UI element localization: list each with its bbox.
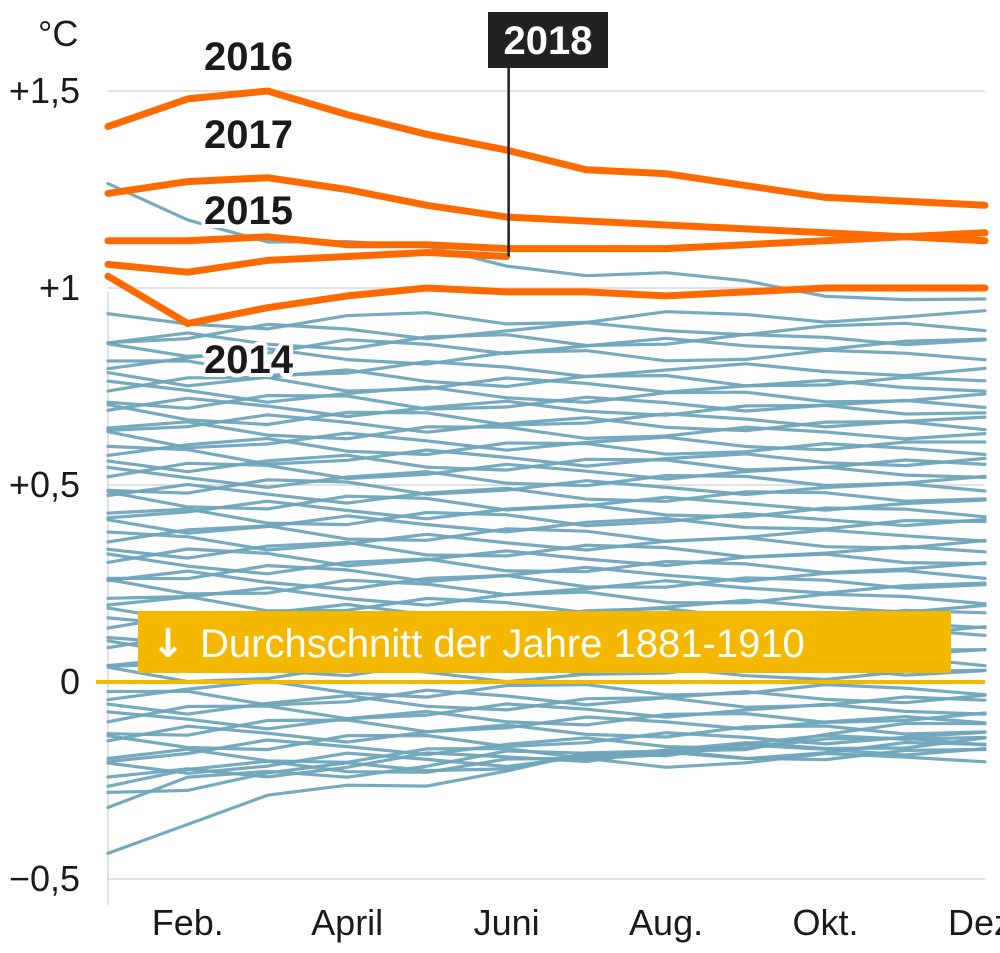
background-year-line — [106, 379, 987, 404]
background-year-line — [106, 736, 987, 764]
background-year-line — [106, 688, 987, 707]
background-year-line — [106, 721, 987, 855]
background-year-line — [106, 723, 987, 744]
background-year-line — [106, 478, 987, 497]
background-year-line — [106, 413, 987, 434]
down-arrow-icon: ↓ — [151, 621, 185, 667]
background-year-line — [106, 420, 987, 441]
year-labels: 2016 2017 2015 2018 2014 — [200, 12, 608, 386]
year-label-2015: 2015 — [204, 189, 293, 233]
background-year-line — [106, 540, 987, 560]
background-year-line — [106, 461, 987, 481]
background-year-line — [106, 730, 987, 752]
background-year-line — [106, 595, 987, 615]
background-year-line — [106, 403, 987, 429]
background-year-line — [106, 321, 987, 345]
baseline-group: ↓ Durchschnitt der Jahre 1881-1910 — [96, 611, 985, 684]
year-line-2017 — [104, 174, 989, 245]
highlighted-year-lines — [104, 87, 989, 327]
background-year-line — [106, 702, 987, 724]
y-axis-unit: °C — [38, 13, 78, 54]
background-year-line — [106, 347, 987, 371]
baseline-label: Durchschnitt der Jahre 1881-1910 — [200, 622, 805, 666]
year-label-2018: 2018 — [504, 19, 593, 63]
x-tick-label: Aug. — [629, 902, 703, 943]
y-tick-label: +1,5 — [9, 70, 80, 111]
background-year-lines — [106, 182, 987, 855]
x-tick-label: Okt. — [793, 902, 859, 943]
background-year-line — [106, 482, 987, 505]
y-tick-label: −0,5 — [9, 858, 80, 899]
background-year-line — [106, 664, 987, 684]
y-tick-label: +1 — [39, 267, 80, 308]
background-year-line — [106, 359, 987, 379]
background-year-line — [106, 430, 987, 452]
x-tick-label: Dez. — [948, 902, 1000, 943]
x-tick-label: Feb. — [152, 902, 224, 943]
background-year-line — [106, 436, 987, 457]
year-2018-label-box — [488, 12, 608, 68]
year-label-2017: 2017 — [204, 113, 293, 157]
year-line-2015 — [104, 229, 989, 253]
background-year-line — [106, 524, 987, 544]
background-year-line — [106, 733, 987, 810]
x-tick-label: April — [311, 902, 383, 943]
background-year-line — [106, 376, 987, 394]
y-tick-label: +0,5 — [9, 464, 80, 505]
y-axis-ticks: +1,5 +1 +0,5 0 −0,5 — [9, 70, 80, 899]
background-year-line — [106, 507, 987, 528]
background-year-line — [106, 331, 987, 351]
background-year-line — [106, 547, 987, 568]
background-year-line — [106, 394, 987, 413]
background-year-line — [106, 530, 987, 552]
background-year-line — [106, 577, 987, 597]
year-label-2016: 2016 — [204, 35, 293, 79]
background-year-line — [106, 336, 987, 358]
year-line-2018 — [104, 249, 511, 276]
y-tick-label: 0 — [60, 661, 80, 702]
background-year-line — [106, 569, 987, 592]
x-axis-ticks: Feb. April Juni Aug. Okt. Dez. — [152, 902, 1000, 943]
background-year-line — [106, 564, 987, 584]
background-year-line — [106, 396, 987, 419]
background-year-line — [106, 586, 987, 607]
background-year-line — [106, 453, 987, 474]
year-line-2016 — [104, 87, 989, 209]
baseline-label-box — [138, 611, 951, 673]
background-year-line — [106, 499, 987, 521]
background-year-line — [106, 715, 987, 737]
year-line-2014 — [104, 272, 989, 327]
year-label-2014: 2014 — [204, 338, 294, 382]
x-tick-label: Juni — [474, 902, 540, 943]
